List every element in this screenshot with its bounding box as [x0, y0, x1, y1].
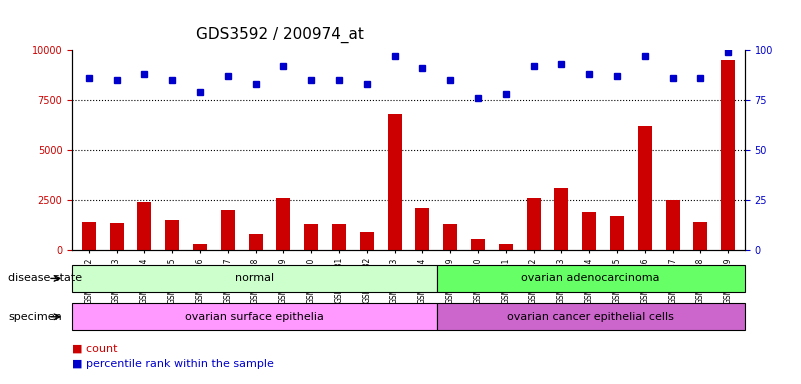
Text: ovarian adenocarcinoma: ovarian adenocarcinoma — [521, 273, 660, 283]
Bar — [304, 223, 318, 250]
Bar — [276, 198, 290, 250]
Text: GDS3592 / 200974_at: GDS3592 / 200974_at — [196, 27, 364, 43]
Text: ovarian cancer epithelial cells: ovarian cancer epithelial cells — [507, 312, 674, 322]
Bar — [721, 60, 735, 250]
Bar — [499, 243, 513, 250]
Bar — [638, 126, 652, 250]
Text: normal: normal — [235, 273, 274, 283]
Bar — [554, 188, 569, 250]
Bar — [165, 220, 179, 250]
Bar — [582, 212, 596, 250]
Text: ovarian surface epithelia: ovarian surface epithelia — [185, 312, 324, 322]
Bar — [332, 223, 346, 250]
Bar — [221, 210, 235, 250]
Bar — [443, 223, 457, 250]
Bar — [694, 222, 707, 250]
Bar — [416, 208, 429, 250]
Bar — [388, 114, 401, 250]
Bar — [82, 222, 96, 250]
Bar — [471, 238, 485, 250]
Text: ■ percentile rank within the sample: ■ percentile rank within the sample — [72, 359, 274, 369]
Bar — [360, 232, 374, 250]
Bar — [248, 233, 263, 250]
Bar — [110, 223, 123, 250]
Text: ■ count: ■ count — [72, 343, 118, 353]
Bar — [610, 216, 624, 250]
Text: specimen: specimen — [8, 312, 62, 322]
Text: disease state: disease state — [8, 273, 83, 283]
Bar — [138, 202, 151, 250]
Bar — [527, 198, 541, 250]
Bar — [666, 200, 679, 250]
Bar — [193, 243, 207, 250]
